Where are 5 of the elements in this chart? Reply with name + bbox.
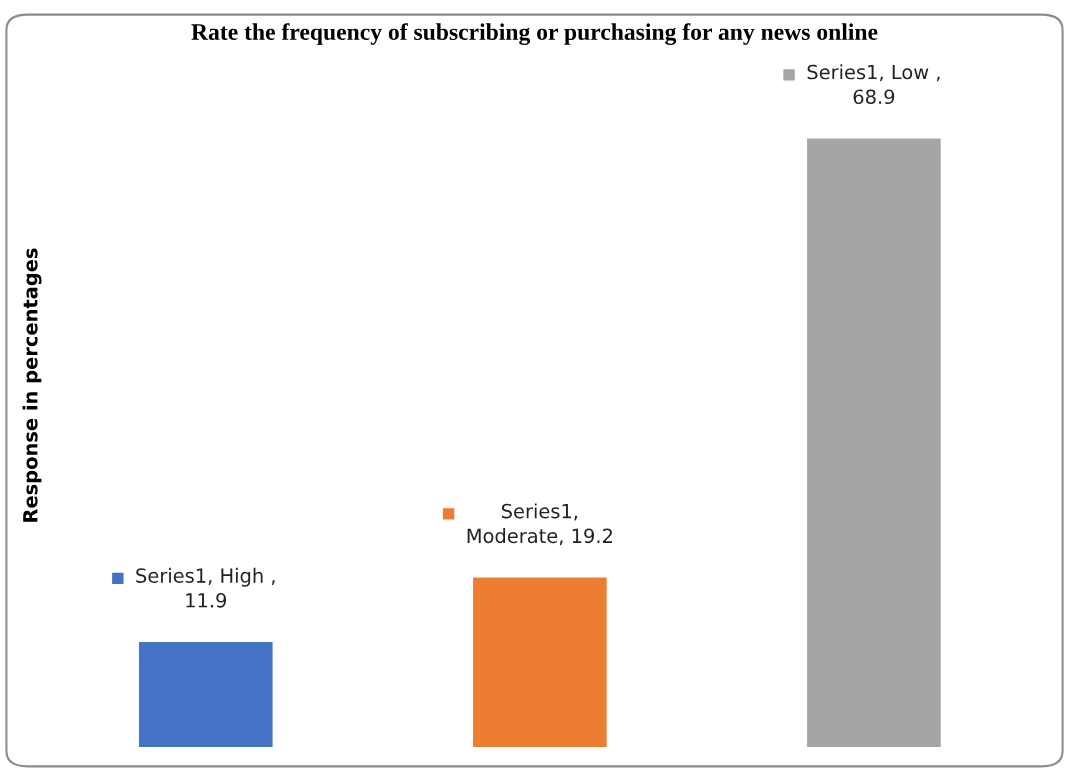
data-label: Series1, High , 11.9: [136, 567, 275, 608]
data-label: Series1, Moderate, 19.2: [467, 503, 612, 546]
y-axis-title: Response in percentages: [22, 248, 42, 522]
data-label: Series1, Low , 68.9: [807, 64, 940, 105]
chart-title: Rate the frequency of subscribing or purchasing for any news online: [191, 23, 878, 45]
